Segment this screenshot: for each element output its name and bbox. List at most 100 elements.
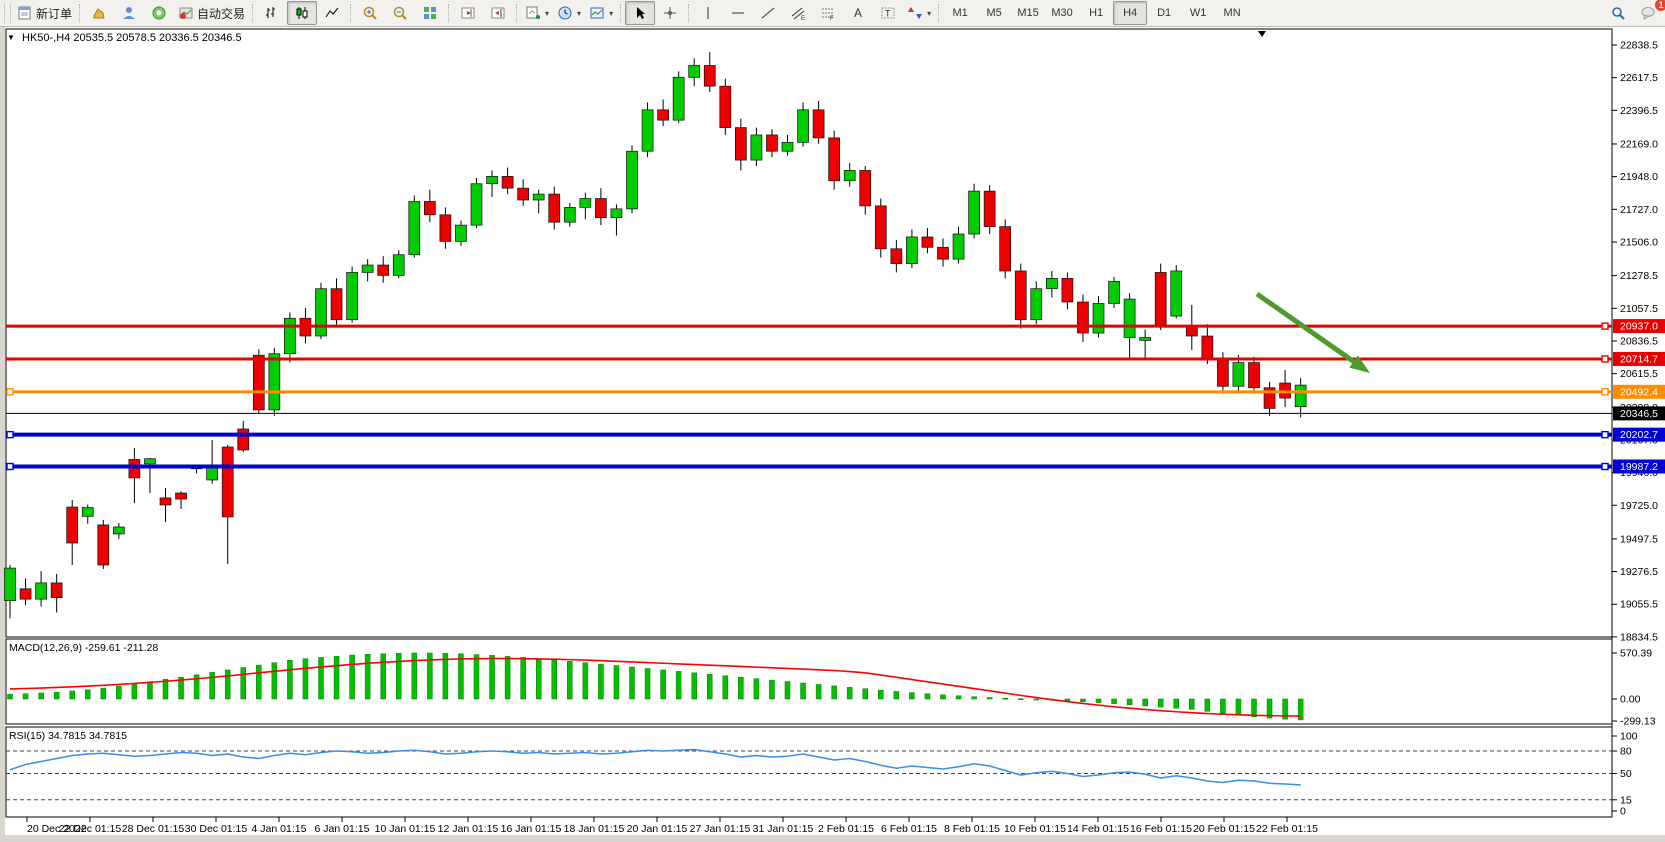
timeframe-h4-button[interactable]: H4 [1113, 1, 1148, 25]
svg-text:2 Feb 01:15: 2 Feb 01:15 [818, 823, 874, 835]
candlestick-chart-button[interactable] [287, 1, 318, 25]
cursor-button[interactable] [625, 1, 656, 25]
horizontal-line-objects[interactable] [6, 322, 1612, 471]
arrows-button[interactable]: ▾ [903, 1, 935, 25]
new-order-icon [17, 5, 33, 21]
timeframe-label: W1 [1189, 7, 1207, 19]
crosshair-button[interactable] [655, 1, 685, 25]
bar-chart-button[interactable] [257, 1, 287, 25]
svg-text:E: E [801, 16, 805, 21]
price-axis[interactable]: 22838.5 22617.5 22396.5 22169.0 21948.0 21727… [1612, 40, 1665, 644]
cursor-icon [632, 5, 648, 21]
timeframe-m30-button[interactable]: M30 [1045, 1, 1079, 25]
svg-text:31 Jan 01:15: 31 Jan 01:15 [753, 823, 814, 835]
svg-text:0.00: 0.00 [1620, 694, 1641, 706]
macd-indicator-pane: MACD(12,26,9) -259.61 -211.28 570.39 0.00 -… [7, 642, 1656, 728]
svg-text:80: 80 [1620, 746, 1632, 758]
dropdown-caret-icon: ▾ [577, 8, 582, 18]
timeframe-label: H4 [1123, 7, 1138, 19]
svg-text:21727.0: 21727.0 [1620, 204, 1658, 216]
chart-title: HK50-,H4 20535.5 20578.5 20336.5 20346.5 [22, 32, 242, 44]
timeframe-h1-button[interactable]: H1 [1079, 1, 1113, 25]
timeframe-d1-button[interactable]: D1 [1147, 1, 1181, 25]
text-button[interactable]: A [843, 1, 873, 25]
dropdown-caret-icon: ▾ [927, 8, 932, 18]
timeframe-label: D1 [1157, 7, 1172, 19]
svg-text:6 Jan 01:15: 6 Jan 01:15 [315, 823, 370, 835]
toolbar: 新订单 自动交易 ▾ ▾ ▾ E F A T ▾ M1 M5 M15 M30 H1 H4 D1 W1 MN 1 [0, 0, 1665, 27]
svg-text:20202.7: 20202.7 [1620, 429, 1658, 441]
autotrading-button[interactable]: 自动交易 [174, 1, 249, 25]
signals-button[interactable] [144, 1, 174, 25]
left-window-edge [0, 27, 5, 842]
svg-text:18 Jan 01:15: 18 Jan 01:15 [564, 823, 625, 835]
svg-text:16 Jan 01:15: 16 Jan 01:15 [501, 823, 562, 835]
autotrading-icon [178, 5, 194, 21]
toolbar-grip [4, 3, 11, 23]
equidistant-channel-button[interactable]: E [783, 1, 813, 25]
line-chart-button[interactable] [317, 1, 347, 25]
toolbar-separator [350, 4, 352, 22]
toolbar-separator [620, 4, 622, 22]
add-chart-icon [525, 5, 541, 21]
toolbar-separator [252, 4, 254, 22]
timeframe-w1-button[interactable]: W1 [1181, 1, 1215, 25]
signal-icon [151, 5, 167, 21]
profile-button[interactable] [114, 1, 144, 25]
template-icon [589, 5, 605, 21]
svg-text:21948.0: 21948.0 [1620, 171, 1658, 183]
svg-text:20 Dec 2022: 20 Dec 2022 [27, 823, 87, 835]
zoom-out-button[interactable] [385, 1, 415, 25]
line-chart-icon [324, 5, 340, 21]
new-order-button[interactable]: 新订单 [13, 1, 76, 25]
trend-arrow-annotation[interactable] [1255, 291, 1370, 373]
text-label-button[interactable]: T [873, 1, 903, 25]
auto-scroll-button[interactable] [453, 1, 483, 25]
candlestick-series[interactable] [4, 52, 1307, 619]
price-chart[interactable]: 22838.5 22617.5 22396.5 22169.0 21948.0 21727… [0, 27, 1665, 842]
svg-text:19987.2: 19987.2 [1620, 461, 1658, 473]
search-button[interactable] [1603, 1, 1633, 25]
new-chart-button[interactable]: ▾ [521, 1, 553, 25]
svg-text:20937.0: 20937.0 [1620, 321, 1658, 333]
chart-shift-button[interactable] [483, 1, 513, 25]
svg-text:22838.5: 22838.5 [1620, 40, 1658, 52]
chart-panes [5, 28, 1613, 818]
new-order-button-label: 新订单 [36, 6, 73, 21]
fibonacci-button[interactable]: F [813, 1, 843, 25]
chart-window: 22838.5 22617.5 22396.5 22169.0 21948.0 21727… [0, 27, 1665, 842]
notifications-button[interactable]: 1 [1633, 0, 1665, 25]
vertical-line-button[interactable] [693, 1, 723, 25]
templates-button[interactable]: ▾ [585, 1, 617, 25]
gold-bars-icon [91, 5, 107, 21]
timeframe-m1-button[interactable]: M1 [943, 1, 977, 25]
text-t-icon: T [880, 5, 896, 21]
toolbar-separator [938, 4, 940, 22]
zoom-out-icon [392, 5, 408, 21]
svg-text:20615.5: 20615.5 [1620, 368, 1658, 380]
hline-icon [730, 5, 746, 21]
timeframe-m15-button[interactable]: M15 [1011, 1, 1045, 25]
svg-text:570.39: 570.39 [1620, 648, 1652, 660]
macd-label: MACD(12,26,9) -259.61 -211.28 [9, 642, 158, 654]
chart-shift-marker[interactable] [1258, 31, 1266, 37]
auto-scroll-icon [460, 5, 476, 21]
svg-text:15: 15 [1620, 794, 1632, 806]
timeframe-mn-button[interactable]: MN [1215, 1, 1249, 25]
svg-text:T: T [885, 9, 891, 19]
chart-menu-icon[interactable]: ▼ [7, 33, 15, 42]
notification-badge: 1 [1655, 0, 1665, 11]
tile-windows-icon [422, 5, 438, 21]
timeframe-label: MN [1223, 7, 1241, 19]
periods-button[interactable]: ▾ [553, 1, 585, 25]
tile-windows-button[interactable] [415, 1, 445, 25]
trendline-button[interactable] [753, 1, 783, 25]
chart-style-icon-button[interactable] [84, 1, 114, 25]
timeframe-m5-button[interactable]: M5 [977, 1, 1011, 25]
svg-text:6 Feb 01:15: 6 Feb 01:15 [881, 823, 937, 835]
text-a-icon: A [850, 5, 866, 21]
horizontal-line-button[interactable] [723, 1, 753, 25]
zoom-in-button[interactable] [355, 1, 385, 25]
